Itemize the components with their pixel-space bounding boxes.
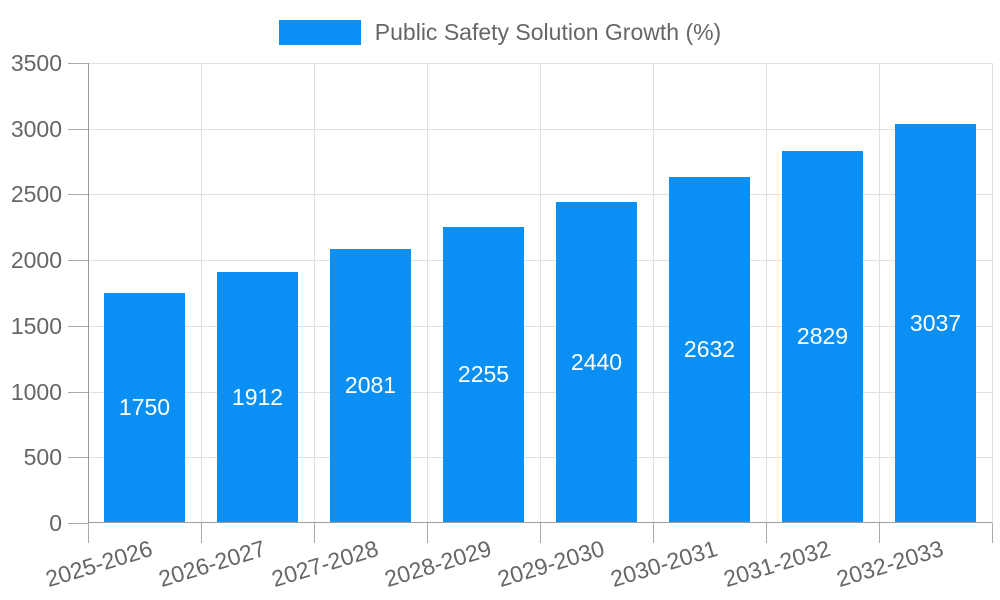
y-tick-label: 2000 xyxy=(10,247,62,273)
vertical-gridline xyxy=(653,63,654,523)
x-tick-label: 2031-2032 xyxy=(720,535,834,593)
x-tick-label: 2027-2028 xyxy=(268,535,382,593)
y-tick-label: 3500 xyxy=(10,50,62,76)
bar: 2632 xyxy=(669,177,750,523)
bar: 1912 xyxy=(217,272,298,523)
vertical-gridline xyxy=(314,63,315,523)
y-axis-tick xyxy=(68,523,88,524)
bar-value-label: 1912 xyxy=(231,384,284,410)
x-axis-tick xyxy=(201,523,202,543)
bar: 2081 xyxy=(330,249,411,523)
x-axis-tick xyxy=(992,523,993,543)
bar-value-label: 2081 xyxy=(344,372,397,398)
x-axis-tick xyxy=(540,523,541,543)
bar: 1750 xyxy=(104,293,185,523)
x-axis-tick xyxy=(766,523,767,543)
y-tick-label: 500 xyxy=(23,444,62,470)
bar-value-label: 2440 xyxy=(570,349,623,375)
x-tick-label: 2032-2033 xyxy=(833,535,947,593)
vertical-gridline xyxy=(201,63,202,523)
vertical-gridline xyxy=(427,63,428,523)
x-axis-tick xyxy=(653,523,654,543)
y-axis-tick xyxy=(68,194,88,195)
bar-value-label: 3037 xyxy=(909,310,962,336)
x-tick-label: 2030-2031 xyxy=(607,535,721,593)
x-tick-label: 2026-2027 xyxy=(155,535,269,593)
bar-value-label: 2255 xyxy=(457,361,510,387)
y-axis-tick xyxy=(68,326,88,327)
x-tick-label: 2025-2026 xyxy=(42,535,156,593)
vertical-gridline xyxy=(879,63,880,523)
chart-legend: Public Safety Solution Growth (%) xyxy=(0,19,1000,46)
vertical-gridline xyxy=(540,63,541,523)
y-axis-tick xyxy=(68,63,88,64)
x-tick-label: 2028-2029 xyxy=(381,535,495,593)
y-axis-line xyxy=(88,63,89,523)
bar: 2255 xyxy=(443,227,524,523)
y-axis-tick xyxy=(68,457,88,458)
bar: 2440 xyxy=(556,202,637,523)
bar-value-label: 1750 xyxy=(118,394,171,420)
bar: 3037 xyxy=(895,124,976,523)
x-axis-line xyxy=(88,522,992,523)
legend-label: Public Safety Solution Growth (%) xyxy=(374,19,722,45)
legend-swatch xyxy=(278,20,361,45)
x-tick-label: 2029-2030 xyxy=(494,535,608,593)
bar-value-label: 2632 xyxy=(683,336,736,362)
y-tick-label: 3000 xyxy=(10,116,62,142)
x-axis-tick xyxy=(88,523,89,543)
bar-value-label: 2829 xyxy=(796,323,849,349)
y-tick-label: 1500 xyxy=(10,313,62,339)
y-axis-tick xyxy=(68,260,88,261)
x-axis-tick xyxy=(314,523,315,543)
x-axis-tick xyxy=(427,523,428,543)
x-axis-tick xyxy=(879,523,880,543)
y-tick-label: 2500 xyxy=(10,181,62,207)
y-axis-tick xyxy=(68,392,88,393)
plot-area: 0 500 1000 1500 2000 2500 3000 3500 1750 1912 2081… xyxy=(11,50,993,592)
y-axis-tick xyxy=(68,129,88,130)
bar: 2829 xyxy=(782,151,863,523)
y-tick-label: 0 xyxy=(49,510,62,536)
vertical-gridline xyxy=(766,63,767,523)
vertical-gridline xyxy=(992,63,993,523)
y-tick-label: 1000 xyxy=(10,379,62,405)
